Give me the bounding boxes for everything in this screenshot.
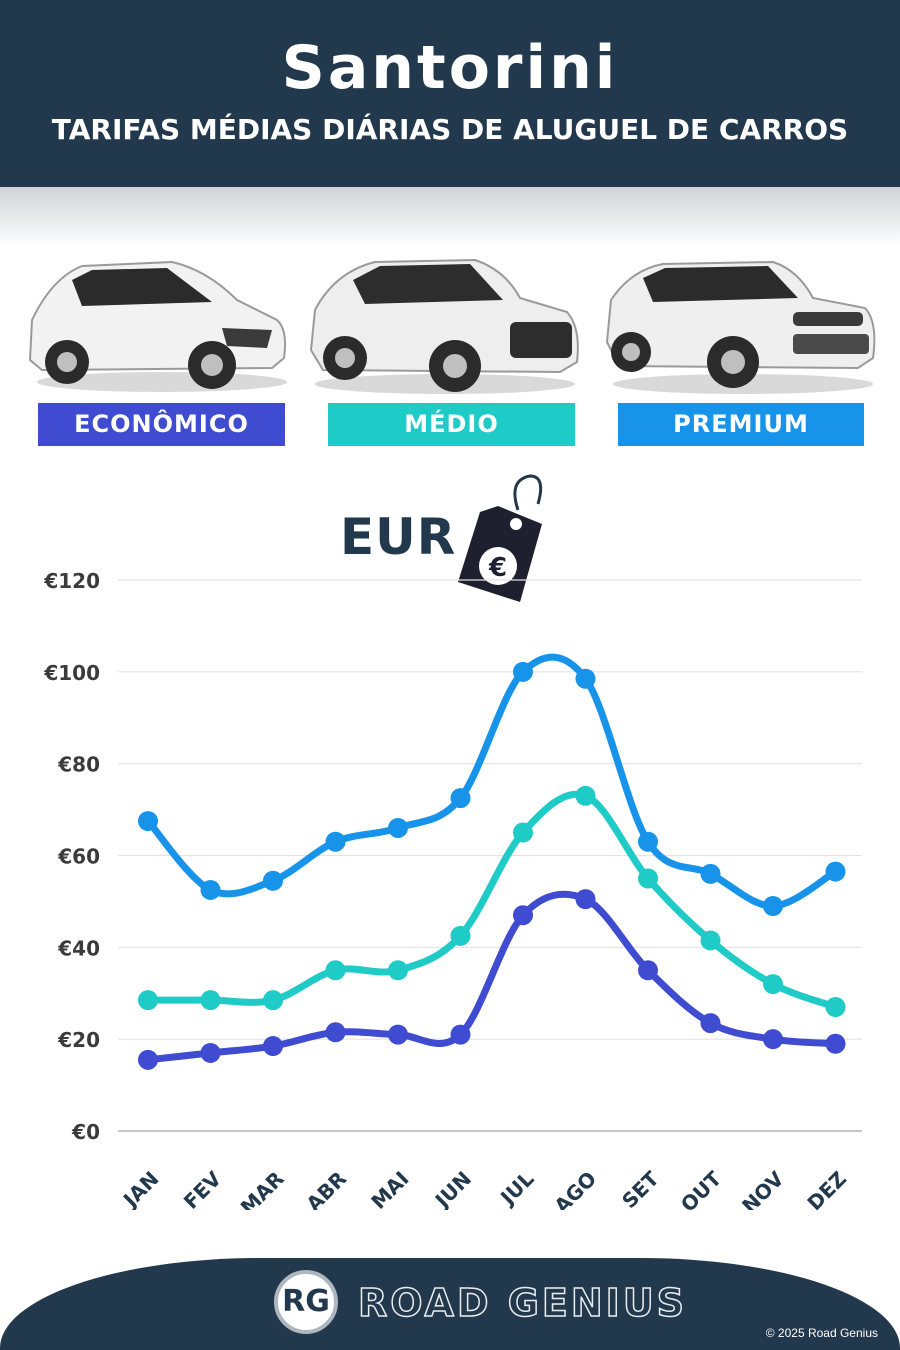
x-tick-label: JUN xyxy=(429,1167,476,1210)
y-tick-label: €80 xyxy=(57,753,100,777)
data-point-medio xyxy=(388,960,408,981)
x-tick-label: DEZ xyxy=(802,1167,851,1210)
x-tick-label: MAI xyxy=(366,1167,413,1210)
x-tick-label: NOV xyxy=(737,1166,789,1210)
data-point-premium xyxy=(450,788,471,809)
y-tick-label: €0 xyxy=(71,1120,100,1144)
premium-car-icon xyxy=(605,260,876,394)
x-tick-label: ABR xyxy=(301,1167,351,1210)
y-tick-label: €100 xyxy=(43,661,100,685)
data-point-premium xyxy=(325,831,346,852)
data-point-medio xyxy=(638,868,658,889)
category-label-medium: MÉDIO xyxy=(328,403,575,446)
page-subtitle: TARIFAS MÉDIAS DIÁRIAS DE ALUGUEL DE CAR… xyxy=(51,113,849,146)
y-axis-ticks: €0 €20 €40 €60 €80 €100 €120 xyxy=(43,569,100,1144)
data-point-medio xyxy=(575,785,596,806)
data-point-premium xyxy=(513,661,533,682)
x-tick-label: JUL xyxy=(494,1166,538,1210)
data-point-premium xyxy=(575,668,596,689)
page-title: Santorini xyxy=(281,33,619,103)
x-tick-label: AGO xyxy=(549,1167,601,1210)
economy-car-icon xyxy=(28,260,287,392)
data-point-economico xyxy=(825,1033,846,1054)
grid-lines xyxy=(118,579,862,1132)
data-point-premium xyxy=(138,811,158,832)
brand-name: ROAD GENIUS xyxy=(357,1280,688,1326)
data-point-medio xyxy=(450,925,471,946)
data-point-medio xyxy=(700,930,721,951)
header-banner: Santorini TARIFAS MÉDIAS DIÁRIAS DE ALUG… xyxy=(0,0,900,187)
x-tick-label: FEV xyxy=(179,1166,227,1210)
series-line-economico xyxy=(144,890,839,1064)
data-point-economico xyxy=(700,1013,721,1034)
data-point-economico xyxy=(388,1024,408,1045)
data-point-economico xyxy=(200,1042,221,1063)
x-tick-label: JAN xyxy=(117,1167,163,1210)
data-point-medio xyxy=(200,990,221,1011)
y-tick-label: €20 xyxy=(57,1028,100,1052)
svg-text:€: € xyxy=(488,553,507,583)
data-point-premium xyxy=(263,870,283,891)
data-point-premium xyxy=(638,831,658,852)
line-chart: €0 €20 €40 €60 €80 €100 €120 JAN FEV MAR ABR MAI JU… xyxy=(43,569,862,1210)
data-point-medio xyxy=(263,990,283,1011)
data-point-economico xyxy=(638,960,658,981)
y-tick-label: €40 xyxy=(57,936,100,960)
x-tick-label: MAR xyxy=(236,1167,289,1210)
brand-logo: RG xyxy=(274,1270,338,1334)
series-lines xyxy=(138,653,846,1070)
data-point-economico xyxy=(763,1029,783,1050)
euro-price-tag-icon: € xyxy=(458,474,543,602)
data-point-economico xyxy=(450,1024,471,1045)
y-tick-label: €60 xyxy=(57,845,100,869)
data-point-premium xyxy=(763,896,783,917)
data-point-economico xyxy=(325,1022,346,1043)
data-point-economico xyxy=(513,905,533,926)
data-point-medio xyxy=(825,997,846,1018)
copyright-text: © 2025 Road Genius xyxy=(765,1326,878,1340)
data-point-premium xyxy=(388,817,408,838)
currency-label: EUR xyxy=(340,508,457,566)
medium-car-icon xyxy=(309,258,579,394)
x-tick-label: OUT xyxy=(676,1166,726,1210)
data-point-economico xyxy=(575,889,596,910)
x-tick-label: SET xyxy=(617,1166,664,1210)
category-label-premium: PREMIUM xyxy=(618,403,864,446)
y-tick-label: €120 xyxy=(43,569,100,593)
data-point-medio xyxy=(763,974,783,995)
data-point-economico xyxy=(263,1036,283,1057)
header-shadow xyxy=(0,187,900,247)
data-point-medio xyxy=(138,990,158,1011)
series-line-premium xyxy=(144,653,839,910)
data-point-medio xyxy=(513,822,533,843)
x-axis-ticks: JAN FEV MAR ABR MAI JUN JUL AGO SET OUT NOV DEZ xyxy=(117,1166,851,1210)
category-label-economy: ECONÔMICO xyxy=(38,403,285,446)
data-point-medio xyxy=(325,960,346,981)
data-point-premium xyxy=(700,863,721,884)
data-point-premium xyxy=(200,879,221,900)
data-point-premium xyxy=(825,861,846,882)
footer-banner xyxy=(0,1258,900,1350)
data-point-economico xyxy=(138,1049,158,1070)
